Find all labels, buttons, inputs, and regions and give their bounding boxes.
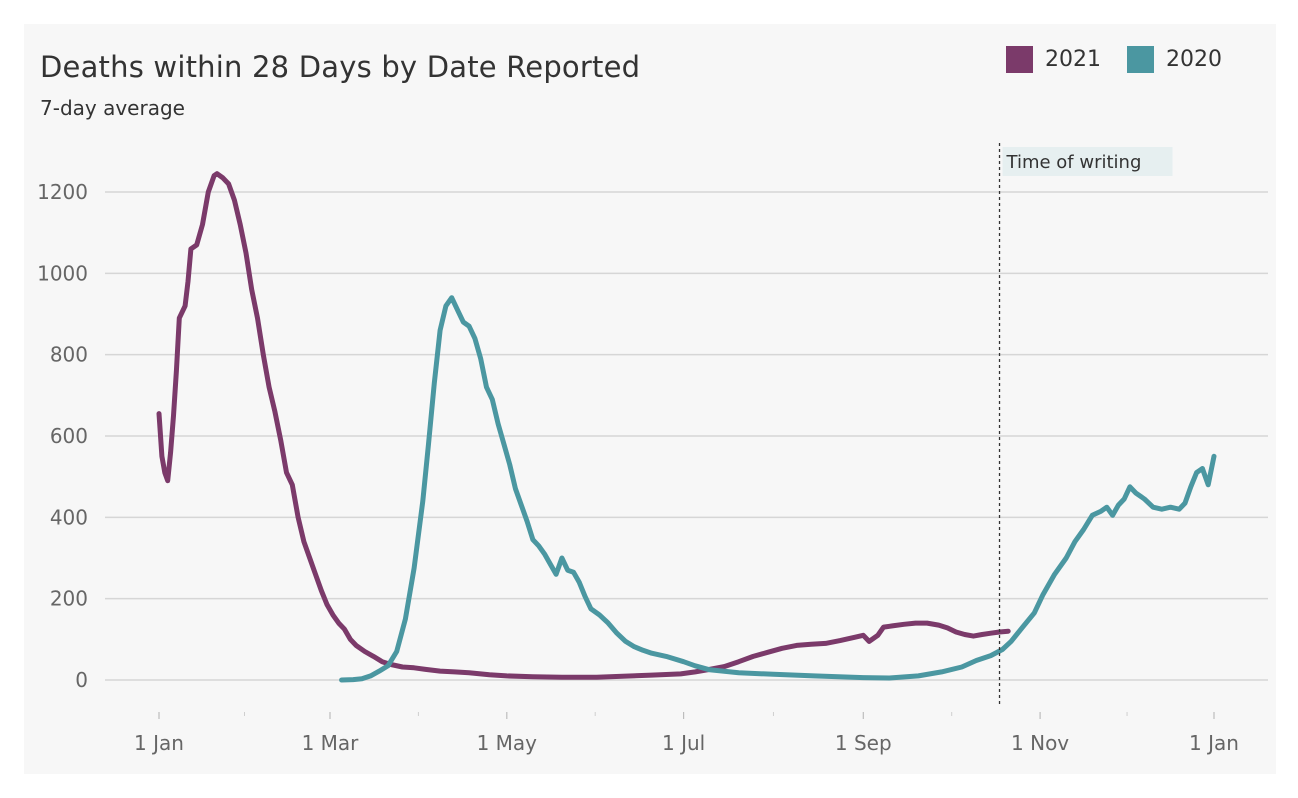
time-of-writing-label-bg (1002, 147, 1173, 176)
legend-label-2020: 2020 (1166, 47, 1222, 72)
chart-subtitle: 7-day average (40, 96, 185, 120)
y-axis-tick-labels: 0 200 400 600 800 1000 1200 (37, 180, 88, 692)
y-tick-label-600: 600 (50, 424, 88, 448)
time-of-writing-label: Time of writing (1006, 152, 1142, 173)
legend-item-2020[interactable]: 2020 (1127, 46, 1222, 73)
x-tick-label-3: 1 Jul (662, 731, 705, 755)
x-tick-label-6: 1 Jan (1189, 731, 1239, 755)
y-tick-label-0: 0 (75, 668, 88, 692)
y-tick-label-800: 800 (50, 343, 88, 367)
y-tick-label-200: 200 (50, 587, 88, 611)
series-line-2020 (339, 295, 1217, 683)
series-line-2021 (156, 171, 1011, 680)
x-axis-ticks: 1 Jan 1 Mar 1 May 1 Jul 1 Sep 1 Nov 1 Jan (134, 712, 1239, 755)
y-tick-label-1200: 1200 (37, 180, 88, 204)
x-tick-label-2: 1 May (477, 731, 538, 755)
y-tick-label-1000: 1000 (37, 261, 88, 285)
chart-legend: 2021 2020 (980, 46, 1222, 73)
series-lines (156, 171, 1217, 683)
legend-item-2021[interactable]: 2021 (1006, 46, 1101, 73)
x-tick-label-4: 1 Sep (835, 731, 892, 755)
legend-swatch-2020 (1127, 46, 1154, 73)
legend-label-2021: 2021 (1045, 47, 1101, 72)
x-tick-label-0: 1 Jan (134, 731, 184, 755)
legend-swatch-2021 (1006, 46, 1033, 73)
y-tick-label-400: 400 (50, 505, 88, 529)
time-of-writing-annotation: Time of writing (998, 143, 1173, 705)
x-tick-label-1: 1 Mar (302, 731, 360, 755)
chart-title: Deaths within 28 Days by Date Reported (40, 50, 641, 84)
x-tick-label-5: 1 Nov (1011, 731, 1069, 755)
